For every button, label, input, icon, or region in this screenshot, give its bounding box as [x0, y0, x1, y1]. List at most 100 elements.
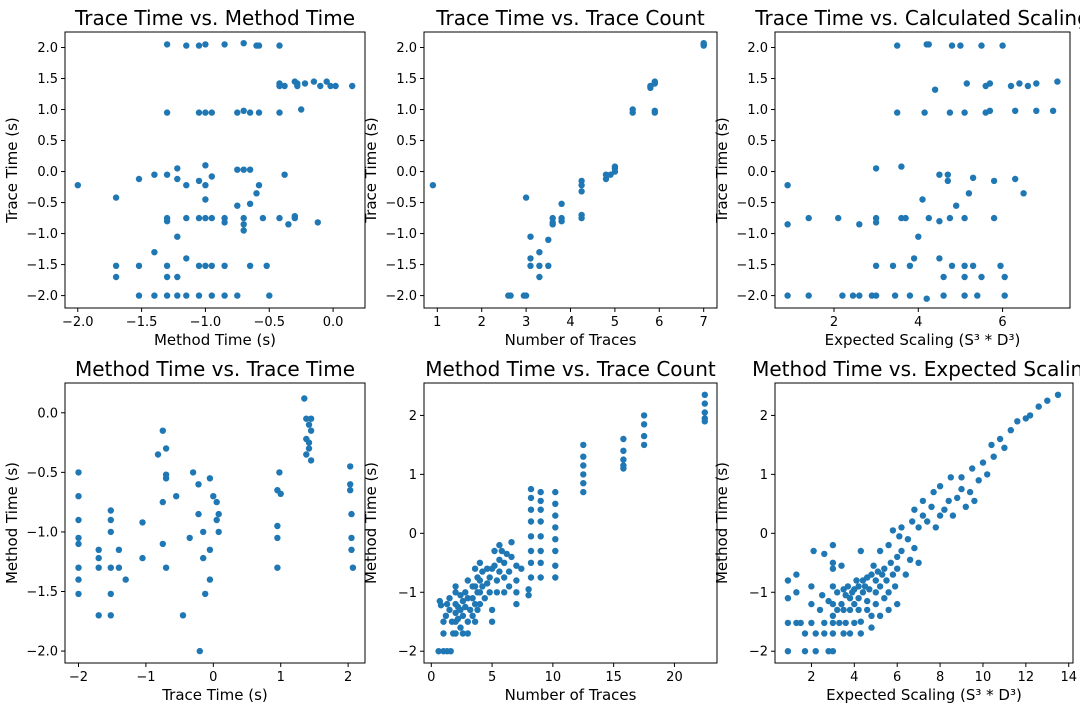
- y-tick-label: 0: [409, 527, 417, 542]
- data-point: [928, 503, 935, 510]
- data-point: [74, 182, 82, 189]
- data-point: [793, 571, 800, 578]
- data-point: [898, 163, 905, 170]
- x-tick-label: −1: [136, 670, 155, 685]
- data-point: [457, 624, 464, 631]
- data-point: [966, 488, 974, 496]
- data-point: [881, 565, 888, 572]
- data-point: [522, 292, 530, 299]
- scatter-points: [784, 41, 1061, 302]
- data-point: [819, 592, 826, 599]
- data-point: [348, 534, 355, 542]
- data-point: [507, 292, 514, 299]
- data-point: [836, 619, 843, 627]
- data-point: [840, 606, 847, 614]
- data-point: [195, 510, 202, 518]
- x-tick-label: 5: [611, 315, 619, 330]
- data-point: [277, 490, 284, 497]
- data-point: [274, 522, 281, 530]
- x-tick-label: 7: [700, 315, 708, 330]
- data-point: [864, 597, 871, 605]
- data-point: [195, 214, 203, 222]
- data-point: [990, 177, 998, 185]
- y-axis-label: Trace Time (s): [713, 117, 731, 224]
- data-point: [578, 188, 585, 195]
- y-tick-label: −2.0: [736, 289, 768, 304]
- data-point: [135, 175, 143, 183]
- data-point: [234, 166, 241, 173]
- data-point: [446, 595, 453, 602]
- data-point: [163, 218, 171, 225]
- data-point: [221, 262, 228, 269]
- data-point: [784, 577, 792, 584]
- data-point: [202, 590, 209, 598]
- data-point: [513, 562, 520, 569]
- data-point: [213, 498, 220, 506]
- x-tick-label: 2: [807, 670, 815, 685]
- data-point: [479, 568, 486, 575]
- data-point: [457, 606, 464, 614]
- data-point: [1033, 107, 1040, 115]
- data-point: [307, 415, 315, 422]
- data-point: [859, 589, 867, 596]
- data-point: [246, 200, 254, 207]
- data-point: [174, 175, 181, 183]
- data-point: [552, 524, 559, 531]
- data-point: [838, 600, 845, 608]
- data-point: [163, 109, 171, 116]
- data-point: [208, 292, 215, 299]
- data-point: [953, 202, 960, 209]
- scatter-points: [74, 40, 356, 299]
- data-point: [701, 391, 708, 398]
- data-point: [846, 606, 854, 614]
- data-point: [303, 451, 310, 458]
- data-point: [921, 109, 928, 116]
- data-point: [276, 42, 283, 49]
- data-point: [195, 109, 203, 116]
- data-point: [527, 533, 535, 540]
- data-point: [151, 171, 158, 178]
- y-tick-label: 1.0: [747, 103, 768, 118]
- data-point: [889, 571, 897, 578]
- data-point: [435, 648, 442, 655]
- data-point: [276, 109, 283, 116]
- x-axis-label: Number of Traces: [505, 686, 637, 704]
- data-point: [95, 554, 102, 562]
- data-point: [481, 595, 488, 602]
- data-point: [163, 41, 171, 48]
- data-point: [885, 541, 892, 549]
- data-point: [255, 109, 263, 116]
- data-point: [317, 82, 324, 90]
- data-point: [491, 547, 498, 555]
- data-point: [919, 512, 927, 519]
- data-point: [202, 262, 209, 269]
- data-point: [159, 498, 166, 506]
- data-point: [558, 218, 565, 225]
- data-point: [840, 630, 847, 637]
- data-point: [580, 462, 587, 469]
- subplot-trace-time-vs-calculated-scaling: 2 4 6 −2.0 −1.5 −1.0 −0.5 0.0 0.5 1.0 1.5 2.0 Trace …: [713, 6, 1080, 349]
- data-point: [491, 562, 498, 569]
- data-point: [812, 648, 819, 655]
- plot-frame: [774, 31, 1071, 309]
- y-tick-label: −2.0: [385, 289, 417, 304]
- data-point: [849, 292, 857, 299]
- data-point: [234, 109, 241, 116]
- data-point: [476, 559, 484, 566]
- data-point: [923, 295, 930, 302]
- data-point: [95, 612, 102, 619]
- plot-frame: [64, 31, 366, 309]
- data-point: [107, 612, 115, 619]
- data-point: [864, 606, 871, 614]
- data-point: [476, 589, 484, 596]
- data-point: [1024, 82, 1032, 90]
- data-point: [163, 273, 171, 281]
- data-point: [855, 583, 862, 590]
- y-tick-label: −1.0: [385, 227, 417, 242]
- data-point: [846, 630, 854, 637]
- data-point: [95, 564, 102, 571]
- data-point: [221, 41, 228, 48]
- data-point: [945, 497, 952, 505]
- data-point: [274, 564, 281, 571]
- data-point: [801, 648, 809, 655]
